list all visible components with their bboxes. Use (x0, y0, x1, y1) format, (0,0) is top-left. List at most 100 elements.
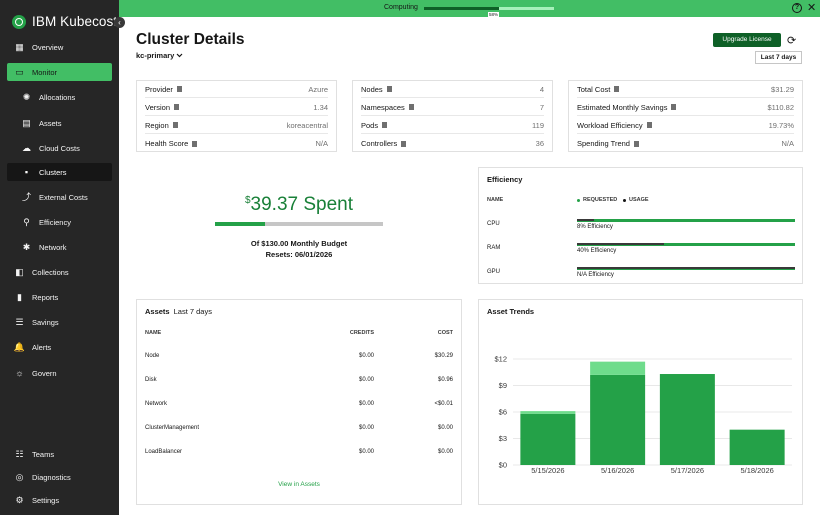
cluster-cost-row-estimated-monthly-savings: Estimated Monthly Savings $110.82 (577, 99, 794, 116)
legend-usage: USAGE (623, 197, 649, 203)
info-label-text: Estimated Monthly Savings (577, 102, 668, 112)
bell-icon: 🔔 (13, 341, 26, 352)
cluster-info-label: Region (145, 121, 178, 130)
asset-row-credits: $0.00 (358, 401, 374, 407)
cluster-cost-value: N/A (781, 139, 794, 148)
info-label-text: Controllers (361, 139, 398, 148)
monitor-icon: ▭ (15, 66, 24, 77)
refresh-icon[interactable]: ⟳ (787, 35, 797, 47)
col-header-credits[interactable]: CREDITS (349, 330, 374, 336)
chart-bar[interactable] (590, 374, 646, 465)
sidebar-item-label: Allocations (39, 92, 76, 102)
sidebar-item-label: Network (39, 242, 67, 252)
budget-progress (215, 222, 383, 226)
info-icon[interactable] (386, 86, 392, 92)
clusters-icon: ▪ (24, 166, 29, 177)
sidebar-item-label: Reports (32, 292, 59, 302)
sidebar-item-alerts[interactable]: 🔔 Alerts (7, 338, 112, 356)
cluster-cost-label: Workload Efficiency (577, 121, 652, 130)
info-icon[interactable] (671, 104, 677, 110)
cluster-info-row-provider: Provider Azure (145, 81, 328, 98)
info-icon[interactable] (172, 122, 178, 128)
sidebar-item-label: Diagnostics (32, 472, 71, 482)
sidebar-item-collections[interactable]: ◧ Collections (7, 263, 112, 281)
assets-icon: ▤ (22, 117, 31, 128)
cluster-count-row-controllers: Controllers 36 (361, 135, 544, 152)
asset-row-credits: $0.00 (358, 377, 374, 383)
computing-progress-label: 58% (488, 12, 500, 17)
y-tick-label: $6 (499, 408, 507, 417)
asset-trends-title: Asset Trends (487, 307, 535, 316)
chart-bar[interactable] (520, 411, 576, 414)
asset-row-name: LoadBalancer (145, 449, 183, 455)
computing-progress-fill (424, 7, 500, 10)
legend-usage-label: USAGE (629, 197, 649, 203)
info-icon[interactable] (382, 122, 388, 128)
efficiency-row-label: N/A Efficiency (577, 272, 614, 278)
cluster-info-value: Azure (308, 84, 328, 94)
x-tick-label: 5/15/2026 (531, 466, 564, 475)
sidebar-item-teams[interactable]: ☷ Teams (7, 445, 112, 463)
sidebar-item-settings[interactable]: ⚙ Settings (7, 491, 112, 509)
sidebar-item-reports[interactable]: ▮ Reports (7, 288, 112, 306)
info-icon[interactable] (174, 104, 180, 110)
computing-bar: Computing 58% ? ✕ (119, 0, 820, 17)
sidebar-item-label: Alerts (32, 342, 52, 352)
savings-icon: ☰ (15, 316, 24, 327)
sidebar-item-diagnostics[interactable]: ◎ Diagnostics (7, 468, 112, 486)
brand[interactable]: IBM Kubecost (12, 14, 117, 29)
close-icon[interactable]: ✕ (807, 2, 817, 14)
info-icon[interactable] (176, 86, 182, 92)
cluster-count-label: Namespaces (361, 103, 414, 112)
cluster-info-card: Provider Azure Version 1.34 Region koreacentr… (136, 80, 337, 152)
sidebar-item-cloud-costs[interactable]: ☁ Cloud Costs (7, 139, 112, 157)
chart-bar[interactable] (520, 413, 576, 465)
sidebar-item-clusters[interactable]: ▪ Clusters (7, 163, 112, 181)
y-tick-label: $12 (494, 355, 507, 364)
grid-icon: ▦ (15, 41, 24, 52)
x-tick-label: 5/16/2026 (601, 466, 634, 475)
sidebar-item-efficiency[interactable]: ⚲ Efficiency (7, 213, 112, 231)
cluster-count-label: Nodes (361, 85, 392, 94)
reset-label: Resets: 06/01/2026 (265, 250, 333, 259)
cluster-select[interactable]: kc-primary (136, 51, 183, 60)
sidebar-item-savings[interactable]: ☰ Savings (7, 313, 112, 331)
help-icon[interactable]: ? (792, 3, 802, 13)
info-icon[interactable] (401, 140, 407, 147)
collapse-sidebar-button[interactable]: ‹ (114, 17, 125, 28)
chart-bar[interactable] (590, 361, 646, 375)
info-icon[interactable] (408, 104, 414, 110)
sidebar-item-network[interactable]: ✱ Network (7, 238, 112, 256)
spent-value: 39.37 Spent (250, 194, 354, 215)
col-header-cost[interactable]: COST (437, 330, 453, 336)
cluster-count-label: Controllers (361, 139, 407, 148)
info-icon[interactable] (646, 122, 652, 128)
efficiency-row-name: RAM (487, 245, 501, 251)
cluster-info-row-health-score: Health Score N/A (145, 135, 328, 152)
sidebar-item-external-costs[interactable]: ⤴ External Costs (7, 188, 112, 206)
sidebar-item-overview[interactable]: ▦ Overview (7, 38, 112, 56)
sidebar-item-label: Savings (32, 317, 59, 327)
chart-bar[interactable] (729, 429, 785, 465)
computing-status: Computing (384, 4, 418, 11)
network-icon: ✱ (22, 241, 31, 252)
date-range-button[interactable]: Last 7 days (755, 51, 802, 64)
sidebar-item-assets[interactable]: ▤ Assets (7, 114, 112, 132)
asset-row-credits: $0.00 (358, 353, 374, 359)
cluster-info-label: Provider (145, 85, 182, 94)
sidebar-item-monitor[interactable]: ▭ Monitor (7, 63, 112, 81)
asset-row-name: Node (145, 353, 160, 359)
chart-bar[interactable] (659, 374, 715, 465)
cluster-count-value: 36 (535, 139, 544, 148)
col-header-name[interactable]: NAME (145, 330, 162, 336)
cluster-info-value: N/A (315, 139, 328, 148)
efficiency-row-name: GPU (487, 269, 501, 275)
sidebar-item-govern[interactable]: ☼ Govern (7, 364, 112, 382)
info-icon[interactable] (633, 140, 639, 147)
info-icon[interactable] (614, 86, 620, 92)
upgrade-license-button[interactable]: Upgrade License (713, 33, 781, 47)
page-title: Cluster Details (136, 31, 245, 48)
view-in-assets-link[interactable]: View in Assets (278, 481, 320, 488)
info-icon[interactable] (192, 140, 198, 147)
sidebar-item-allocations[interactable]: ✺ Allocations (7, 88, 112, 106)
